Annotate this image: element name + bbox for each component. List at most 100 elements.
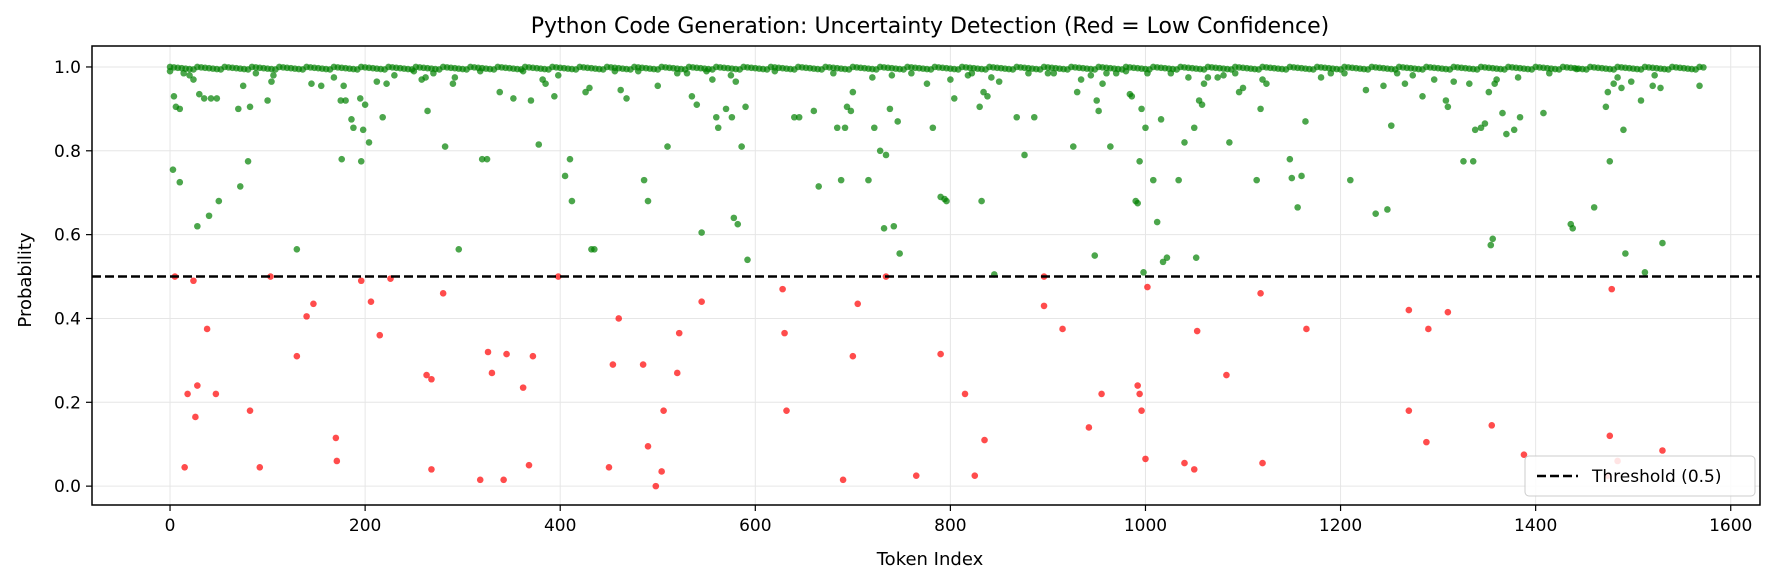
high-confidence-point <box>1093 97 1101 104</box>
high-confidence-point <box>623 95 630 102</box>
high-confidence-point <box>1659 239 1666 247</box>
high-confidence-point <box>340 82 347 90</box>
high-confidence-point <box>1510 126 1518 134</box>
high-confidence-point <box>449 80 457 88</box>
high-confidence-point <box>688 93 696 100</box>
low-confidence-point <box>1059 325 1066 333</box>
high-confidence-point <box>1602 103 1610 111</box>
low-confidence-point <box>332 434 340 442</box>
high-confidence-point <box>795 113 803 121</box>
low-confidence-point <box>644 443 652 450</box>
high-confidence-point <box>712 113 720 121</box>
low-confidence-point <box>428 466 435 473</box>
high-confidence-point <box>890 222 898 230</box>
low-confidence-point <box>1193 327 1201 335</box>
high-confidence-point <box>356 95 364 102</box>
high-confidence-point <box>1025 69 1032 77</box>
data-points <box>166 63 1707 490</box>
high-confidence-point <box>1021 151 1028 159</box>
high-confidence-point <box>1136 157 1143 165</box>
low-confidence-point <box>849 352 857 360</box>
low-confidence-point <box>293 352 301 360</box>
low-confidence-point <box>428 375 435 383</box>
high-confidence-point <box>978 197 985 205</box>
low-confidence-point <box>246 407 254 414</box>
low-confidence-point <box>194 382 201 389</box>
low-confidence-point <box>779 285 786 293</box>
high-confidence-point <box>1610 80 1617 88</box>
high-confidence-point <box>430 69 437 77</box>
high-confidence-point <box>186 72 193 79</box>
high-confidence-point <box>1393 69 1401 77</box>
high-confidence-point <box>1387 122 1395 129</box>
high-confidence-point <box>166 67 174 75</box>
plot-frame <box>91 45 1761 506</box>
high-confidence-point <box>730 214 738 222</box>
high-confidence-point <box>561 172 569 180</box>
low-confidence-point <box>476 476 484 484</box>
high-confidence-point <box>170 93 178 100</box>
low-confidence-point <box>1520 451 1528 458</box>
high-confidence-point <box>1516 113 1524 121</box>
high-confidence-point <box>527 97 535 104</box>
high-confidence-point <box>1384 206 1391 213</box>
high-confidence-point <box>722 105 730 113</box>
high-confidence-point <box>1220 72 1227 79</box>
high-confidence-point <box>535 141 543 148</box>
high-confidence-point <box>1604 88 1612 96</box>
x-tick-label: 1600 <box>1709 516 1752 536</box>
high-confidence-point <box>359 126 367 134</box>
high-confidence-point <box>496 88 504 96</box>
low-confidence-point <box>698 298 705 305</box>
x-tick-label: 1200 <box>1319 516 1362 536</box>
high-confidence-point <box>293 246 301 253</box>
high-confidence-point <box>744 256 751 264</box>
high-confidence-point <box>1327 69 1335 77</box>
y-tick-label: 0.2 <box>54 393 81 413</box>
high-confidence-point <box>1637 97 1645 104</box>
high-confidence-point <box>923 80 931 88</box>
high-confidence-point <box>876 147 884 155</box>
high-confidence-point <box>888 72 896 79</box>
low-confidence-point <box>181 463 188 471</box>
high-confidence-point <box>1077 76 1085 83</box>
high-confidence-point <box>1190 124 1198 132</box>
high-confidence-point <box>1444 103 1452 111</box>
high-confidence-point <box>365 139 373 146</box>
low-confidence-point <box>781 329 788 337</box>
high-confidence-point <box>1627 78 1635 85</box>
low-confidence-point <box>1303 325 1310 333</box>
high-confidence-point <box>1239 84 1247 92</box>
low-confidence-point <box>1223 371 1230 379</box>
high-confidence-point <box>894 118 902 125</box>
low-confidence-point <box>203 325 211 333</box>
x-tick-label: 0 <box>165 516 176 536</box>
legend-threshold-label: Threshold (0.5) <box>1591 467 1721 487</box>
high-confidence-point <box>1514 74 1522 81</box>
high-confidence-point <box>810 107 818 115</box>
high-confidence-point <box>1144 69 1151 77</box>
y-tick-label: 0.8 <box>54 142 81 162</box>
low-confidence-point <box>1098 390 1105 398</box>
high-confidence-point <box>791 113 798 121</box>
high-confidence-point <box>1286 155 1294 163</box>
high-confidence-point <box>943 197 950 205</box>
low-confidence-point <box>1138 407 1145 414</box>
high-confidence-point <box>1087 72 1095 79</box>
low-confidence-point <box>937 350 944 358</box>
high-confidence-point <box>207 95 215 102</box>
high-confidence-point <box>984 93 991 100</box>
grid-lines <box>92 46 1760 505</box>
high-confidence-point <box>1700 64 1707 71</box>
high-confidence-point <box>617 86 624 94</box>
high-confidence-point <box>176 105 184 113</box>
high-confidence-point <box>1641 269 1649 276</box>
high-confidence-point <box>1618 84 1625 92</box>
low-confidence-point <box>1085 424 1093 431</box>
high-confidence-point <box>1122 67 1130 75</box>
high-confidence-point <box>338 155 346 163</box>
low-confidence-point <box>333 457 341 465</box>
high-confidence-point <box>1657 84 1664 92</box>
high-confidence-point <box>1200 80 1208 88</box>
high-confidence-point <box>478 155 486 163</box>
